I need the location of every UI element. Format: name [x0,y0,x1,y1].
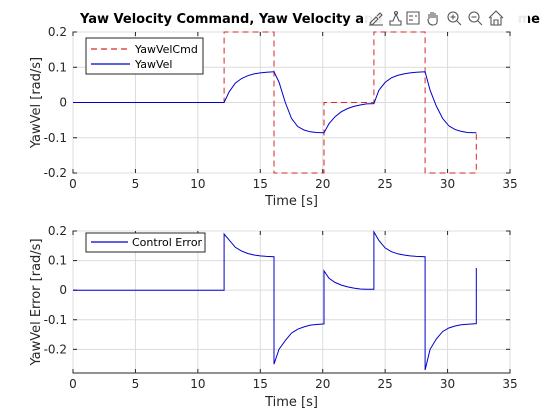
data-tips-icon[interactable] [387,10,403,26]
series-line-yawvelcmd [73,31,477,174]
x-tick-label: 15 [253,377,268,391]
y-tick-label: 0.1 [48,60,67,74]
y-tick-label: -0.2 [44,342,67,356]
y-tick-label: 0 [59,283,67,297]
pan-hand-icon[interactable] [425,10,441,26]
x-tick-label: 5 [132,177,140,191]
zoom-out-icon[interactable] [467,10,483,26]
insert-legend-icon[interactable] [405,10,421,26]
y-tick-label: 0.1 [48,254,67,268]
legend-yawvel-label: YawVel [134,58,172,71]
series-line-control-error [73,230,477,371]
axes-bottom-tick-labels: 0 5 10 15 20 25 30 35 -0.2 -0.1 0 0.1 0.2 [44,224,518,391]
y-tick-label: -0.1 [44,313,67,327]
axes-toolbar [363,7,528,29]
y-tick-label: -0.2 [44,166,67,180]
axes-bottom: 0 5 10 15 20 25 30 35 -0.2 -0.1 0 0.1 0.2 Time [s] Y… [29,224,518,410]
legend-top-box [85,37,204,75]
legend-bottom-box [85,232,206,253]
x-tick-label: 25 [378,177,393,191]
x-tick-label: 0 [69,177,77,191]
axes-bottom-legend[interactable]: Control Error [85,232,206,253]
x-tick-label: 30 [440,377,455,391]
axes-top-xlabel: Time [s] [264,194,318,209]
axes-bottom-ylabel: YawVel Error [rad/s] [29,238,44,366]
x-tick-label: 30 [440,177,455,191]
y-tick-label: 0.2 [48,224,67,238]
x-tick-label: 35 [502,377,517,391]
axes-bottom-series [73,230,477,371]
x-tick-label: 5 [132,377,140,391]
y-tick-label: 0.2 [48,25,67,39]
x-tick-label: 0 [69,377,77,391]
axes-top-tick-labels: 0 5 10 15 20 25 30 35 -0.2 -0.1 0 0.1 0.2 [44,25,518,191]
axes-top: 0 5 10 15 20 25 30 35 -0.2 -0.1 0 0.1 0.2 Yaw Veloci… [29,12,540,209]
axes-top-ylabel: YawVel [rad/s] [29,57,44,149]
y-tick-label: -0.1 [44,131,67,145]
axes-top-legend[interactable]: YawVelCmd YawVel [85,37,204,75]
restore-view-home-icon[interactable] [488,10,504,26]
axes-top-series [73,31,477,174]
x-tick-label: 20 [315,377,330,391]
x-tick-label: 10 [190,377,205,391]
chart-title: Yaw Velocity Command, Yaw Velocity and [79,12,383,27]
brush-data-icon[interactable] [368,10,384,26]
axes-bottom-grid [72,230,511,373]
x-tick-label: 15 [253,177,268,191]
x-tick-label: 25 [378,377,393,391]
x-tick-label: 35 [502,177,517,191]
legend-control-error-label: Control Error [132,236,203,249]
legend-yawvelcmd-label: YawVelCmd [134,43,198,56]
axes-bottom-ticks [72,230,511,373]
zoom-in-icon[interactable] [446,10,462,26]
x-tick-label: 10 [190,177,205,191]
axes-bottom-xlabel: Time [s] [264,395,318,410]
x-tick-label: 20 [315,177,330,191]
series-line-yawvel [73,71,477,134]
y-tick-label: 0 [59,96,67,110]
